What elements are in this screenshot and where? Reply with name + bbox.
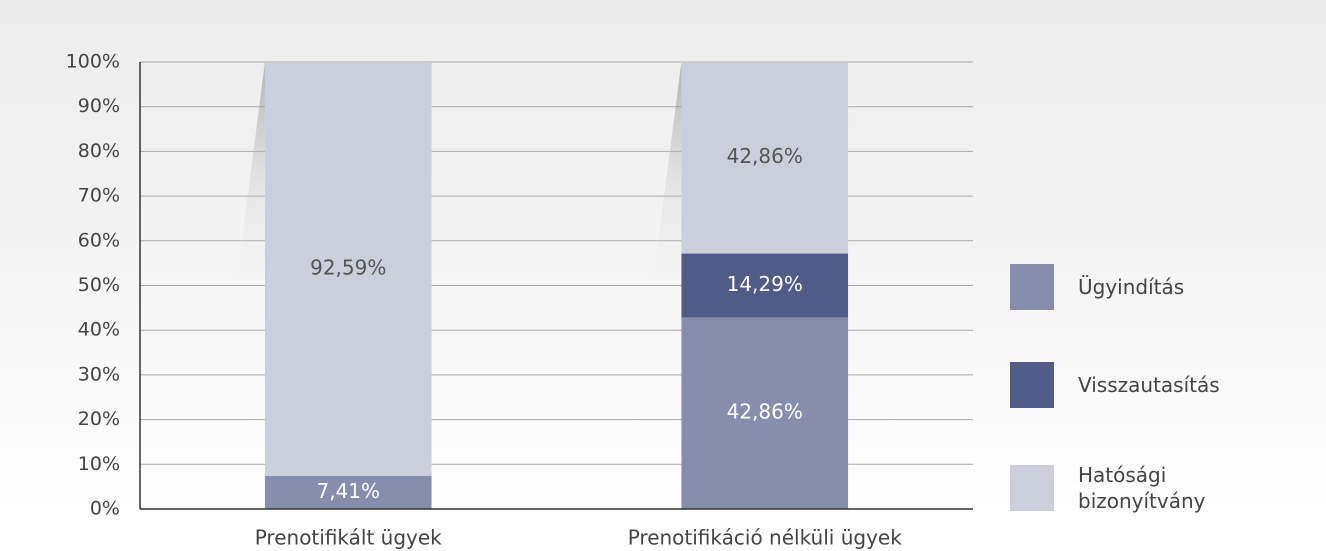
y-tick-label: 50% [78,274,120,296]
legend-item: Visszautasítás [1010,362,1248,408]
legend-item: Hatósági bizonyítvány [1010,462,1248,514]
legend-item: Ügyindítás [1010,264,1248,310]
y-tick-label: 70% [78,185,120,207]
data-label: 14,29% [727,272,803,296]
y-tick-label: 20% [78,408,120,430]
y-tick-label: 0% [90,498,120,520]
x-tick-label: Prenotifikáció nélküli ügyek [628,526,903,550]
y-tick-label: 60% [78,229,120,251]
y-tick-label: 40% [78,319,120,341]
bar-segment [681,253,849,318]
y-tick-label: 100% [66,51,120,73]
bar-segment [681,317,849,509]
bar-shadow [653,62,682,279]
bar-segment [264,62,432,476]
y-tick-label: 80% [78,140,120,162]
legend-label: Ügyindítás [1078,275,1185,299]
y-tick-label: 30% [78,363,120,385]
legend-swatch [1010,264,1054,310]
data-label: 42,86% [727,400,803,424]
data-label: 42,86% [727,144,803,168]
bar-segment [264,475,432,509]
legend-label: Visszautasítás [1078,373,1220,397]
legend-swatch [1010,465,1054,511]
bar-segment [681,61,849,254]
legend-label: Hatósági bizonyítvány [1078,463,1206,513]
y-tick-label: 90% [78,95,120,117]
data-label: 7,41% [316,479,380,503]
y-tick-label: 10% [78,453,120,475]
x-tick-label: Prenotifikált ügyek [255,526,442,550]
bar-shadow [236,62,265,279]
data-label: 92,59% [310,255,386,279]
legend-swatch [1010,362,1054,408]
